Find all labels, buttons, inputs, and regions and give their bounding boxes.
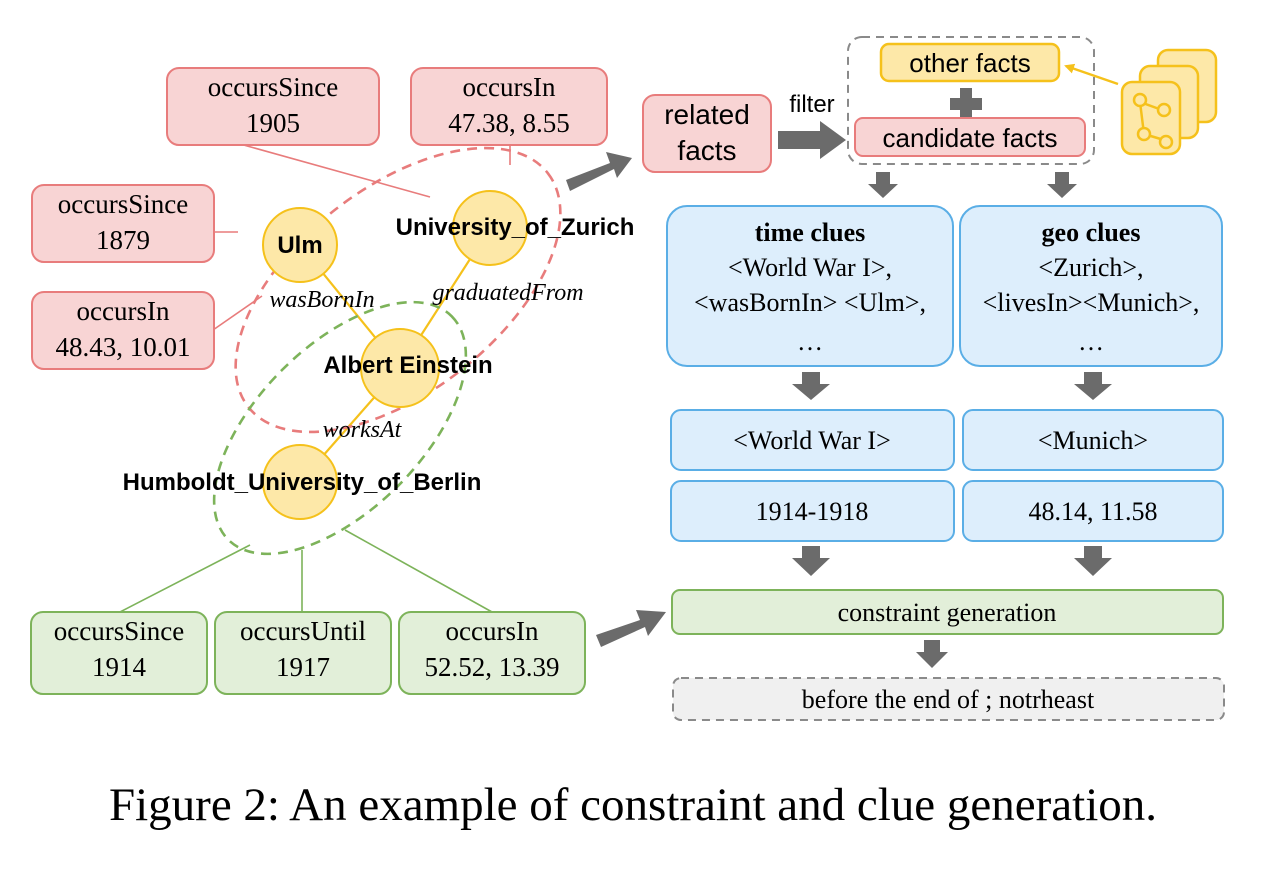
green-fact-line2: 52.52, 13.39 [425,652,560,682]
figure-caption: Figure 2: An example of constraint and c… [108,779,1158,831]
related-facts-line2: facts [677,135,736,166]
geo-clues-line3: … [1078,327,1104,356]
entity-label-einstein: Albert Einstein [323,352,492,379]
arrow-to-related [566,152,632,191]
candidate-facts-box [854,117,1086,157]
red-fact-line1: occursIn [463,72,556,102]
red-fact-box [166,67,380,146]
red-fact-line2: 48.43, 10.01 [56,332,191,362]
green-fact-box [214,611,392,695]
green-fact-box [398,611,586,695]
entity-label-humboldt: Humboldt_University_of_Berlin [123,469,482,496]
constraint-generation-box [671,589,1224,635]
green-fact-line2: 1914 [92,652,147,682]
red-fact-box [31,184,215,263]
plus-icon [950,88,982,120]
red-dashed-cluster [234,146,562,434]
filter-label: filter [789,91,834,118]
node-zurich [452,190,528,266]
output-box [672,677,1225,721]
geo-clues-box [959,205,1223,367]
geo-entity-box [962,409,1224,471]
filter-arrow [778,121,846,159]
entity-label-zurich: University_of_Zurich [396,214,635,241]
green-fact-box [30,611,208,695]
candidate-facts-label: candidate facts [883,123,1058,153]
time-entity-box [670,409,955,471]
red-fact-group: occursSince 1905 occursIn 47.38, 8.55 occurs… [31,67,608,370]
time-clues-line2: <wasBornIn> <Ulm>, [694,288,926,317]
geo-value-label: 48.14, 11.58 [1028,497,1157,526]
red-fact-box [410,67,608,146]
geo-clues-title: geo clues [1042,218,1141,247]
time-clues-title: time clues [755,218,865,247]
green-fact-line1: occursIn [446,616,539,646]
time-clues-line1: <World War I>, [728,253,892,282]
other-facts-box [879,42,1061,83]
relation-graduated: graduatedFrom [432,280,583,306]
green-fact-line1: occursUntil [240,616,366,646]
red-fact-line2: 1879 [96,225,150,255]
entity-nodes [262,190,528,520]
knowledge-graph-stack-icon [1120,48,1218,156]
entity-label-ulm: Ulm [277,232,322,259]
red-fact-line2: 1905 [246,108,300,138]
relation-works: worksAt [323,417,403,443]
arrow-to-constraint [596,610,666,647]
green-fact-group: occursSince 1914 occursUntil 1917 occursIn 52… [30,611,586,695]
red-fact-line2: 47.38, 8.55 [448,108,570,138]
green-dashed-cluster [212,300,468,556]
candidate-container [847,36,1095,165]
stack-to-other-arrow [1064,63,1119,86]
down-arrows [792,172,1112,668]
geo-clues-line1: <Zurich>, [1038,253,1143,282]
node-einstein [360,328,440,408]
geo-value-box [962,480,1224,542]
related-facts-line1: related [664,99,750,130]
time-clues-line3: … [797,327,823,356]
time-entity-label: <World War I> [733,426,891,455]
time-value-box [670,480,955,542]
relation-born: wasBornIn [269,287,374,313]
time-value-label: 1914-1918 [756,497,869,526]
constraint-generation-label: constraint generation [838,598,1057,627]
output-label: before the end of ; notrheast [802,685,1095,714]
geo-clues-line2: <livesIn><Munich>, [983,288,1200,317]
red-fact-line1: occursSince [208,72,338,102]
other-facts-label: other facts [909,48,1030,78]
geo-entity-label: <Munich> [1038,426,1148,455]
time-clues-box [666,205,954,367]
green-fact-line2: 1917 [276,652,330,682]
red-fact-line1: occursIn [77,296,170,326]
green-fact-connectors [119,529,493,613]
node-humboldt [262,444,338,520]
green-fact-line1: occursSince [54,616,184,646]
red-fact-box [31,291,215,370]
node-ulm [262,207,338,283]
red-fact-line1: occursSince [58,189,188,219]
related-facts-box [642,94,772,173]
